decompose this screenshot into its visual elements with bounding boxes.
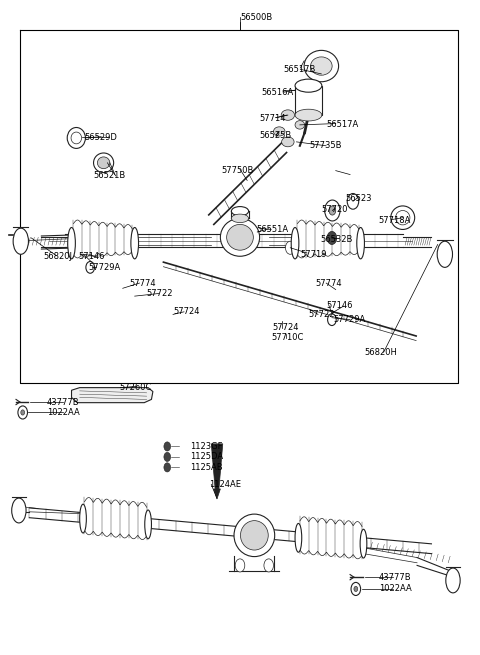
Text: 1123GF: 1123GF [190,442,222,451]
Ellipse shape [360,529,367,558]
Text: 56517B: 56517B [283,65,315,74]
Ellipse shape [295,523,302,552]
Text: 57735B: 57735B [310,141,342,150]
Text: 56820J: 56820J [44,252,73,261]
Text: 57722: 57722 [309,310,335,319]
Circle shape [329,206,336,215]
Circle shape [324,200,340,221]
Ellipse shape [13,228,28,254]
Polygon shape [72,388,153,403]
Ellipse shape [295,79,322,92]
Ellipse shape [281,110,295,121]
Text: 56500B: 56500B [240,12,272,22]
Text: 43777B: 43777B [47,398,79,407]
Text: 1124AE: 1124AE [209,480,241,489]
Text: 56521B: 56521B [93,172,125,180]
Text: 57729A: 57729A [88,263,120,272]
Ellipse shape [304,50,338,82]
Ellipse shape [145,510,152,539]
Ellipse shape [311,57,332,75]
Ellipse shape [295,109,322,121]
Circle shape [327,314,336,326]
Text: 1022AA: 1022AA [47,408,79,417]
Text: 56532B: 56532B [321,235,353,244]
Text: 57710C: 57710C [271,333,303,343]
Ellipse shape [231,206,249,215]
Text: 56523: 56523 [345,194,372,202]
Ellipse shape [80,504,86,533]
Circle shape [21,410,24,415]
Text: 57722: 57722 [147,289,173,298]
Text: 56516A: 56516A [262,88,294,97]
Text: 43777B: 43777B [379,572,411,582]
Ellipse shape [227,225,253,250]
Text: 56517A: 56517A [326,121,359,130]
Ellipse shape [67,128,85,149]
Text: 1125DA: 1125DA [190,453,223,461]
Text: 56529D: 56529D [84,134,117,142]
Text: 1022AA: 1022AA [379,584,411,593]
Circle shape [164,442,170,451]
Text: 57724: 57724 [272,323,299,332]
Text: 57724: 57724 [173,307,200,316]
Ellipse shape [234,514,275,557]
Circle shape [164,453,170,462]
Text: 57729A: 57729A [333,315,366,324]
Circle shape [235,559,245,572]
Text: 57774: 57774 [129,278,156,288]
Ellipse shape [68,227,75,259]
Circle shape [354,586,358,591]
Polygon shape [211,444,223,498]
Text: 57714: 57714 [259,114,286,123]
Text: 57260C: 57260C [120,383,152,392]
Text: 57146: 57146 [326,301,353,310]
Circle shape [351,582,360,595]
Ellipse shape [437,241,453,267]
Text: 1125AB: 1125AB [190,463,222,472]
Ellipse shape [274,127,285,136]
Ellipse shape [295,121,305,129]
Text: 56525B: 56525B [259,132,291,140]
Ellipse shape [231,214,249,223]
Ellipse shape [71,132,82,144]
Circle shape [18,406,27,419]
Ellipse shape [220,218,260,256]
Text: 57750B: 57750B [222,166,254,175]
Ellipse shape [240,521,268,550]
Circle shape [264,559,274,572]
Text: 57720: 57720 [322,206,348,214]
Ellipse shape [396,210,410,225]
Ellipse shape [131,227,139,259]
Circle shape [286,241,295,254]
Ellipse shape [94,153,114,173]
Circle shape [86,261,95,273]
Ellipse shape [291,227,299,259]
Text: 57774: 57774 [316,278,342,288]
Ellipse shape [97,157,110,169]
Ellipse shape [357,227,364,259]
Text: 57146: 57146 [78,252,105,261]
Text: 56820H: 56820H [364,348,397,357]
Ellipse shape [282,137,294,147]
Circle shape [327,231,336,244]
Circle shape [347,193,359,209]
Ellipse shape [391,206,415,229]
Bar [295,86,322,115]
Circle shape [164,463,170,472]
Text: 56551A: 56551A [257,225,289,234]
Text: 57719: 57719 [301,250,327,259]
Text: 57718A: 57718A [379,216,411,225]
Ellipse shape [12,498,26,523]
Ellipse shape [446,568,460,593]
